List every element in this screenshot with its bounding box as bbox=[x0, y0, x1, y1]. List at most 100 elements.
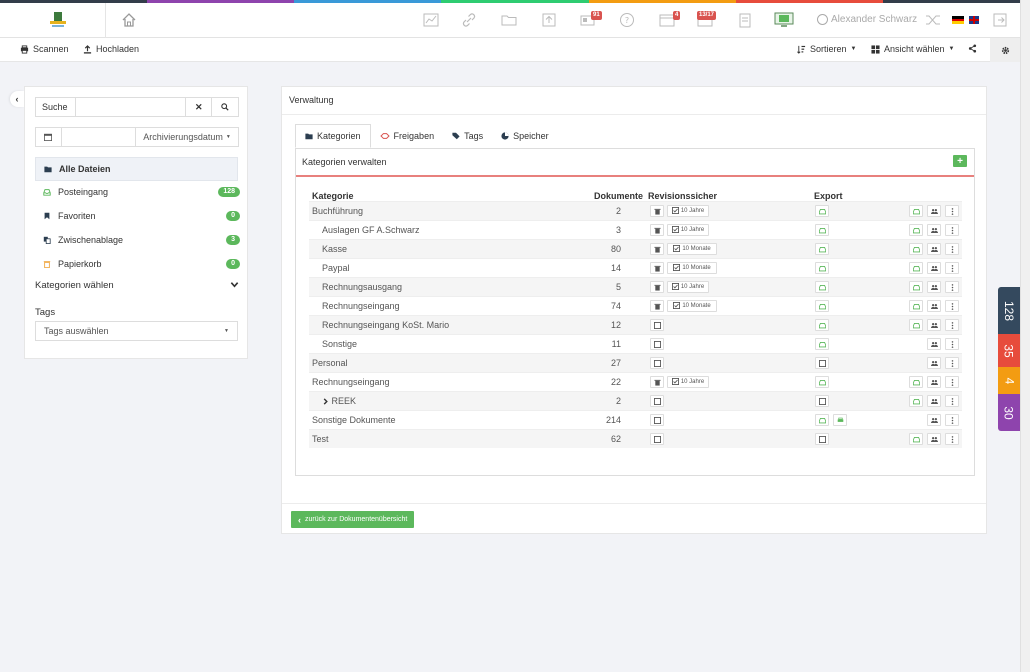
row-inbox-button[interactable] bbox=[909, 262, 923, 274]
add-category-button[interactable]: + bbox=[953, 155, 967, 167]
chevron-down-icon[interactable] bbox=[230, 280, 239, 292]
row-users-button[interactable] bbox=[927, 433, 941, 445]
row-inbox-button[interactable] bbox=[909, 376, 923, 388]
row-more-button[interactable] bbox=[945, 205, 959, 217]
revision-checkbox[interactable] bbox=[650, 338, 664, 350]
clipboard-icon[interactable] bbox=[737, 12, 753, 28]
row-inbox-button[interactable] bbox=[909, 205, 923, 217]
view-dropdown[interactable]: Ansicht wählen ▼ bbox=[871, 44, 955, 54]
row-inbox-button[interactable] bbox=[909, 243, 923, 255]
export-inbox-button[interactable] bbox=[815, 376, 829, 388]
row-more-button[interactable] bbox=[945, 357, 959, 369]
tags-select[interactable]: Tags auswählen ▼ bbox=[35, 321, 238, 341]
revision-checkbox[interactable] bbox=[650, 395, 664, 407]
export-inbox-button[interactable] bbox=[815, 262, 829, 274]
categories-toggle[interactable]: Kategorien wählen bbox=[35, 280, 114, 291]
delete-button[interactable] bbox=[650, 376, 664, 388]
row-more-button[interactable] bbox=[945, 338, 959, 350]
revision-checkbox[interactable] bbox=[650, 414, 664, 426]
logout-icon[interactable] bbox=[992, 12, 1008, 28]
inbox-icon[interactable] bbox=[580, 12, 596, 28]
row-more-button[interactable] bbox=[945, 414, 959, 426]
nav-all-files[interactable]: Alle Dateien bbox=[35, 157, 238, 181]
date-input[interactable] bbox=[62, 128, 137, 146]
help-icon[interactable]: ? bbox=[619, 12, 635, 28]
app-logo[interactable] bbox=[48, 10, 68, 30]
chart-icon[interactable] bbox=[423, 12, 439, 28]
nav-favorites[interactable]: Favoriten 0 bbox=[43, 211, 240, 221]
back-to-overview-button[interactable]: ‹ zurück zur Dokumentenübersicht bbox=[291, 511, 415, 528]
export-inbox-button[interactable] bbox=[815, 300, 829, 312]
link-icon[interactable] bbox=[461, 12, 477, 28]
table-row[interactable]: Personal 27 bbox=[309, 353, 962, 372]
export-print-button[interactable] bbox=[833, 414, 847, 426]
export-checkbox[interactable] bbox=[815, 357, 829, 369]
row-users-button[interactable] bbox=[927, 243, 941, 255]
row-more-button[interactable] bbox=[945, 224, 959, 236]
row-users-button[interactable] bbox=[927, 338, 941, 350]
export-inbox-button[interactable] bbox=[815, 243, 829, 255]
delete-button[interactable] bbox=[650, 281, 664, 293]
delete-button[interactable] bbox=[650, 224, 664, 236]
export-inbox-button[interactable] bbox=[815, 414, 829, 426]
table-row[interactable]: Sonstige Dokumente 214 bbox=[309, 410, 962, 429]
row-users-button[interactable] bbox=[927, 376, 941, 388]
row-inbox-button[interactable] bbox=[909, 319, 923, 331]
revision-checkbox[interactable] bbox=[650, 319, 664, 331]
row-more-button[interactable] bbox=[945, 300, 959, 312]
table-row[interactable]: REEK 2 bbox=[309, 391, 962, 410]
retention-button[interactable]: 10 Monate bbox=[667, 300, 717, 312]
side-counter-badge[interactable]: 128 bbox=[998, 287, 1020, 334]
side-counter-badge[interactable]: 35 bbox=[998, 334, 1020, 367]
side-counter-badge[interactable]: 30 bbox=[998, 394, 1020, 431]
monitor-icon[interactable] bbox=[774, 12, 794, 28]
upload-button[interactable]: Hochladen bbox=[83, 44, 139, 54]
row-more-button[interactable] bbox=[945, 395, 959, 407]
row-users-button[interactable] bbox=[927, 395, 941, 407]
shuffle-icon[interactable] bbox=[925, 12, 941, 28]
table-row[interactable]: Rechnungseingang 22 10 Jahre bbox=[309, 372, 962, 391]
table-row[interactable]: Rechnungsausgang 5 10 Jahre bbox=[309, 277, 962, 296]
upload-icon[interactable] bbox=[541, 12, 557, 28]
row-more-button[interactable] bbox=[945, 281, 959, 293]
scrollbar[interactable] bbox=[1020, 0, 1030, 672]
row-more-button[interactable] bbox=[945, 376, 959, 388]
row-more-button[interactable] bbox=[945, 433, 959, 445]
table-row[interactable]: Rechnungseingang KoSt. Mario 12 bbox=[309, 315, 962, 334]
table-row[interactable]: Auslagen GF A.Schwarz 3 10 Jahre bbox=[309, 220, 962, 239]
table-row[interactable]: Buchführung 2 10 Jahre bbox=[309, 201, 962, 220]
settings-button[interactable] bbox=[990, 38, 1020, 62]
table-row[interactable]: Sonstige 11 bbox=[309, 334, 962, 353]
table-row[interactable]: Kasse 80 10 Monate bbox=[309, 239, 962, 258]
nav-trash[interactable]: Papierkorb 0 bbox=[43, 259, 240, 269]
export-inbox-button[interactable] bbox=[815, 281, 829, 293]
home-icon[interactable] bbox=[120, 11, 138, 29]
row-users-button[interactable] bbox=[927, 281, 941, 293]
tab-shares[interactable]: Freigaben bbox=[371, 124, 444, 148]
collapse-sidebar-button[interactable]: ‹ bbox=[10, 91, 24, 107]
retention-button[interactable]: 10 Jahre bbox=[667, 205, 709, 217]
row-users-button[interactable] bbox=[927, 262, 941, 274]
table-row[interactable]: Paypal 14 10 Monate bbox=[309, 258, 962, 277]
table-row[interactable]: Rechnungseingang 74 10 Monate bbox=[309, 296, 962, 315]
share-button[interactable] bbox=[968, 44, 977, 53]
retention-button[interactable]: 10 Monate bbox=[667, 243, 717, 255]
retention-button[interactable]: 10 Jahre bbox=[667, 376, 709, 388]
retention-button[interactable]: 10 Jahre bbox=[667, 224, 709, 236]
calendar-button[interactable] bbox=[36, 128, 62, 146]
calendar-icon[interactable] bbox=[659, 12, 675, 28]
row-more-button[interactable] bbox=[945, 243, 959, 255]
tab-categories[interactable]: Kategorien bbox=[295, 124, 371, 148]
folder-icon[interactable] bbox=[501, 12, 517, 28]
row-inbox-button[interactable] bbox=[909, 433, 923, 445]
row-inbox-button[interactable] bbox=[909, 300, 923, 312]
row-users-button[interactable] bbox=[927, 319, 941, 331]
retention-button[interactable]: 10 Jahre bbox=[667, 281, 709, 293]
export-inbox-button[interactable] bbox=[815, 224, 829, 236]
row-inbox-button[interactable] bbox=[909, 281, 923, 293]
export-inbox-button[interactable] bbox=[815, 319, 829, 331]
scan-button[interactable]: Scannen bbox=[20, 44, 69, 54]
row-more-button[interactable] bbox=[945, 319, 959, 331]
sort-dropdown[interactable]: Sortieren ▼ bbox=[797, 44, 856, 54]
user-menu[interactable]: Alexander Schwarz bbox=[817, 14, 917, 25]
